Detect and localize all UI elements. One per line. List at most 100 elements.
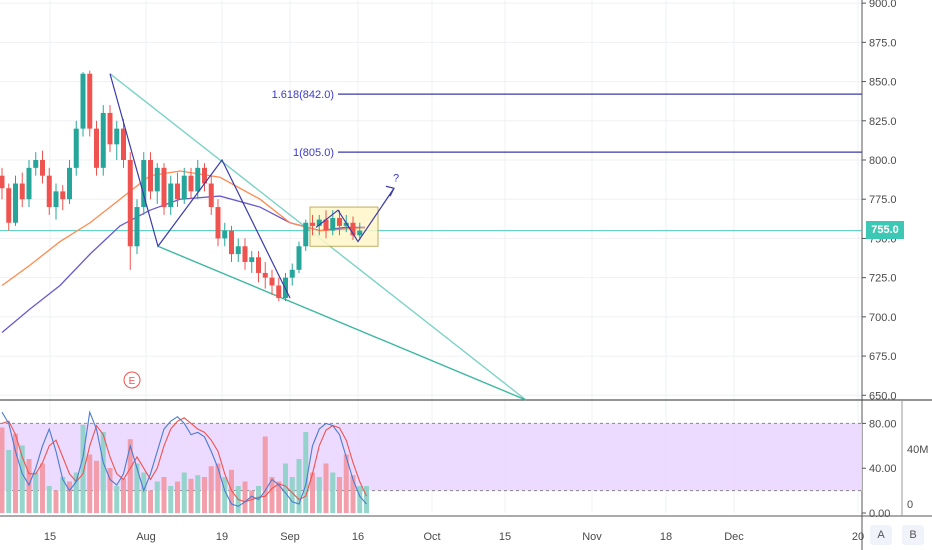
volume-tick-label: 0 [907, 499, 913, 511]
time-tick-label: 20 [852, 531, 864, 543]
volume-bar [6, 450, 12, 513]
candle-body [188, 175, 194, 192]
candle-body [242, 246, 248, 262]
candle-body [6, 188, 12, 223]
volume-bar [121, 478, 126, 513]
candle-body [67, 167, 72, 200]
volume-tick-label: 40M [907, 444, 928, 456]
volume-bar [46, 486, 52, 513]
candle-body [94, 128, 99, 168]
price-tick-label: 875.0 [869, 37, 897, 49]
volume-bar [188, 478, 194, 513]
candle-body [40, 160, 45, 176]
time-tick-label: Aug [136, 531, 156, 543]
candle-body [107, 112, 113, 145]
candle-body [114, 128, 120, 145]
price-tick-label: 675.0 [869, 351, 897, 363]
candle-body [276, 285, 282, 299]
candle-body [175, 183, 180, 200]
question-mark-label: ? [393, 173, 399, 185]
candle-body [229, 230, 234, 255]
candle-body [316, 219, 322, 226]
candle-body [289, 269, 295, 278]
volume-bar [154, 481, 160, 513]
volume-bar [127, 439, 133, 513]
price-tick-label: 650.0 [869, 390, 897, 402]
volume-bar [276, 481, 282, 513]
volume-bar [330, 472, 336, 513]
volume-bar [316, 477, 322, 513]
price-tick-label: 725.0 [869, 273, 897, 285]
price-tick-label: 900.0 [869, 0, 897, 10]
volume-bar [323, 463, 329, 513]
volume-bar [289, 477, 295, 513]
earnings-marker-icon[interactable] [123, 371, 141, 389]
candle-body [168, 183, 174, 208]
pattern-zigzag [109, 73, 291, 299]
volume-bar [0, 427, 5, 513]
time-tick-label: 15 [44, 531, 56, 543]
candle-body [269, 277, 275, 286]
candle-body [73, 128, 79, 168]
volume-bar [19, 445, 25, 513]
volume-bar [269, 477, 275, 513]
candle-body [296, 246, 302, 270]
candle-body [222, 230, 228, 239]
volume-bar [114, 486, 120, 513]
volume-bar [53, 490, 59, 513]
volume-bar [208, 466, 214, 513]
time-tick-label: 18 [660, 531, 672, 543]
volume-bar [343, 454, 349, 513]
projection-path [315, 187, 395, 243]
volume-bar [262, 436, 268, 513]
candle-body [13, 183, 18, 223]
candle-body [53, 191, 59, 208]
volume-bar [215, 463, 221, 513]
candle-body [60, 191, 66, 200]
volume-bar [40, 463, 45, 513]
candle-body [195, 167, 201, 192]
candle-body [26, 167, 32, 200]
candle-body [337, 218, 342, 226]
stoch-k-line [1, 410, 367, 507]
auto-scale-button[interactable]: A [870, 525, 892, 545]
candle-body [181, 175, 187, 200]
time-tick-label: 15 [499, 531, 511, 543]
volume-bar [73, 472, 79, 513]
candle-body [80, 73, 86, 129]
volume-bar [100, 432, 106, 513]
candle-body [127, 160, 133, 247]
volume-bar [283, 463, 288, 513]
stoch-d-line [1, 417, 367, 503]
price-tick-label: 700.0 [869, 312, 897, 324]
candle-body [100, 112, 106, 168]
candle-body [330, 218, 336, 231]
time-tick-label: 19 [216, 531, 228, 543]
volume-bar [364, 486, 369, 513]
volume-bar [13, 433, 18, 513]
volume-bar [202, 477, 207, 513]
projection-arrowhead [385, 185, 395, 197]
volume-bar [181, 472, 187, 513]
lower-trendline [157, 245, 527, 401]
price-tick-label: 850.0 [869, 77, 897, 89]
volume-bar [303, 432, 309, 513]
osc-tick-label: 40.00 [869, 463, 897, 475]
time-tick-label: Dec [724, 531, 744, 543]
volume-bar [141, 472, 147, 513]
candle-body [256, 257, 261, 273]
scale-toggle-button[interactable]: B [902, 525, 924, 545]
candle-body [46, 175, 52, 208]
volume-bar [310, 472, 315, 513]
candle-body [350, 222, 356, 236]
candle-body [343, 222, 349, 226]
candle-body [310, 222, 315, 226]
time-tick-label: Sep [280, 531, 300, 543]
osc-tick-label: 0.00 [869, 508, 890, 520]
volume-bar [242, 481, 248, 513]
volume-bar [67, 481, 72, 513]
volume-bar [134, 463, 140, 513]
candle-body [323, 219, 329, 231]
